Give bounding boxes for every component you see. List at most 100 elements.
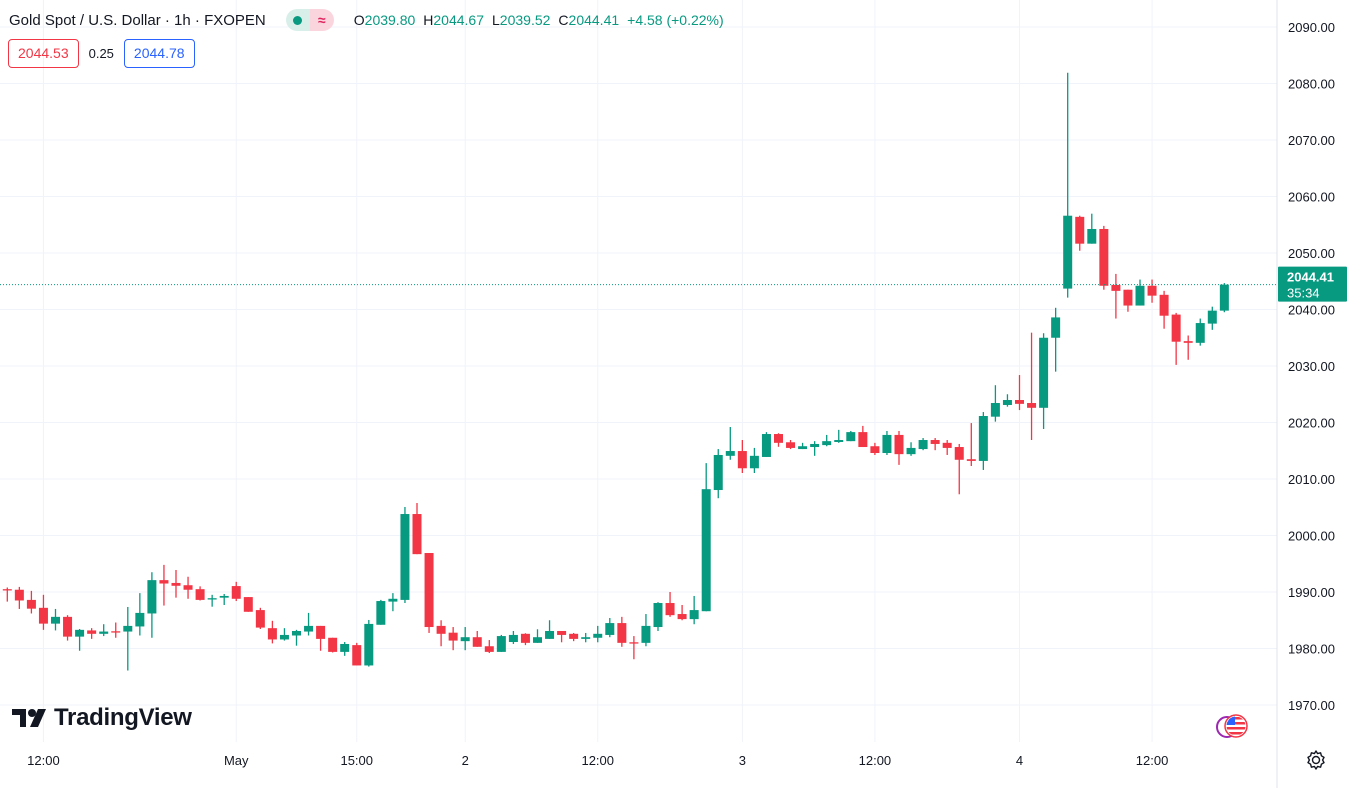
- candle: [376, 599, 386, 625]
- sell-button[interactable]: 2044.53: [8, 39, 79, 68]
- candle: [798, 442, 808, 450]
- grid-lines: [0, 0, 1277, 742]
- time-tick-label: 2: [462, 753, 469, 768]
- candle-body: [882, 434, 892, 454]
- candle-body: [279, 634, 289, 640]
- price-tick-label: 2030.00: [1288, 359, 1335, 374]
- candle: [231, 581, 241, 602]
- price-tick-label: 2080.00: [1288, 77, 1335, 92]
- candle: [605, 617, 615, 638]
- gear-icon[interactable]: [1305, 749, 1327, 771]
- candle-body: [1219, 284, 1229, 311]
- open-label: O: [353, 12, 365, 28]
- status-badges[interactable]: ≈: [285, 9, 334, 31]
- candle-body: [484, 646, 494, 652]
- price-tick-label: 2000.00: [1288, 529, 1335, 544]
- candle-body: [436, 625, 446, 634]
- candle: [1171, 312, 1181, 365]
- candle: [978, 412, 988, 470]
- candle: [388, 593, 398, 612]
- candle: [1159, 290, 1169, 329]
- candle-body: [1207, 310, 1217, 324]
- candle-body: [292, 630, 301, 636]
- candle-body: [978, 416, 988, 461]
- candle: [147, 572, 157, 638]
- candle: [894, 430, 904, 465]
- candle: [1002, 394, 1012, 407]
- tradingview-logo[interactable]: TradingView: [12, 704, 192, 732]
- time-axis[interactable]: 12:00 May 15:00 2 12:00 3 12:00 4 12:00: [27, 753, 1168, 768]
- candle-body: [75, 629, 85, 637]
- candle: [424, 553, 434, 633]
- market-open-dot-icon[interactable]: [285, 9, 310, 31]
- candle-body: [147, 580, 157, 614]
- candle: [918, 438, 928, 451]
- time-tick-label: 12:00: [581, 753, 614, 768]
- candle: [725, 427, 735, 460]
- candle-body: [1063, 215, 1073, 289]
- candle-body: [38, 607, 48, 624]
- candle: [316, 625, 326, 651]
- candle: [930, 438, 940, 451]
- price-axis[interactable]: 2090.00 2080.00 2070.00 2060.00 2050.00 2040.…: [1288, 20, 1335, 713]
- candle: [304, 612, 314, 636]
- candle: [99, 624, 109, 637]
- bar-countdown: 35:34: [1287, 286, 1320, 301]
- buy-button[interactable]: 2044.78: [123, 39, 195, 68]
- candle-body: [701, 489, 711, 612]
- candle: [1123, 289, 1133, 312]
- candle: [14, 586, 24, 609]
- candle: [87, 628, 97, 639]
- candle-body: [966, 459, 976, 461]
- candle-body: [14, 589, 24, 601]
- close-label: C: [558, 12, 569, 28]
- candle-body: [774, 434, 783, 443]
- open-value: 2039.80: [364, 12, 416, 28]
- candle-body: [1087, 228, 1097, 244]
- candle: [545, 620, 555, 639]
- candle: [846, 430, 856, 442]
- candle-body: [918, 440, 928, 450]
- candle: [737, 440, 747, 474]
- candle-body: [219, 595, 229, 598]
- candle-body: [846, 432, 856, 442]
- low-value: 2039.52: [499, 12, 551, 28]
- candles: [2, 72, 1229, 671]
- candle: [1087, 213, 1097, 244]
- current-price-value: 2044.41: [1287, 270, 1334, 285]
- candle-body: [1195, 323, 1205, 343]
- candle: [1099, 225, 1109, 290]
- candle-body: [123, 625, 133, 632]
- spread-value: 0.25: [88, 46, 114, 61]
- candle: [448, 627, 458, 651]
- candle: [328, 637, 338, 653]
- candle-body: [99, 631, 109, 634]
- candle: [2, 587, 12, 602]
- candle: [1135, 279, 1145, 306]
- candle-body: [569, 633, 579, 639]
- logo-text: TradingView: [54, 704, 192, 731]
- candle: [641, 614, 651, 647]
- candle-body: [1002, 400, 1012, 405]
- candle-body: [400, 514, 410, 600]
- approx-data-icon[interactable]: ≈: [309, 9, 334, 31]
- symbol-title[interactable]: Gold Spot / U.S. Dollar · 1h · FXOPEN: [9, 11, 266, 29]
- candle: [279, 628, 289, 641]
- candle: [111, 622, 121, 638]
- candle: [1051, 307, 1061, 372]
- candle-body: [713, 454, 723, 491]
- candle: [906, 442, 916, 456]
- candle-body: [761, 434, 771, 457]
- candle-body: [63, 616, 73, 637]
- candle: [1075, 215, 1085, 251]
- time-tick-label: 12:00: [1136, 753, 1169, 768]
- buy-sell-panel: 2044.53 0.25 2044.78: [8, 39, 195, 68]
- candle: [653, 602, 663, 631]
- candle-body: [1039, 337, 1049, 408]
- candle-body: [267, 628, 277, 640]
- economic-events-icon[interactable]: [1215, 713, 1249, 741]
- time-tick-label: 4: [1016, 753, 1023, 768]
- candle-body: [231, 586, 241, 599]
- candle-body: [159, 580, 169, 584]
